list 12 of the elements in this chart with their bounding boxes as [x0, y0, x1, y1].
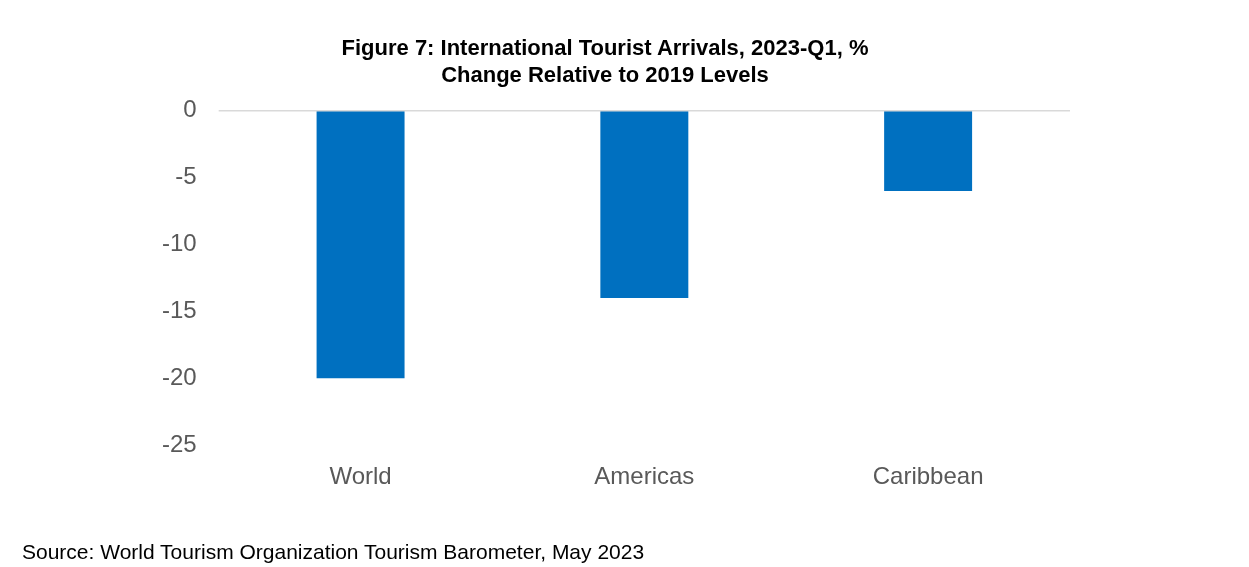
source-note: Source: World Tourism Organization Tourism Barometer, May 2023 — [22, 540, 645, 564]
text: Change Relative to 2019 Levels — [441, 61, 769, 87]
y-tick-label: -15 — [162, 296, 197, 324]
x-tick-label: World — [329, 462, 392, 490]
x-tick-label: Americas — [594, 462, 695, 490]
text: Figure 7: International Tourist Arrivals, 2023-Q1, % — [341, 35, 869, 61]
y-tick-label: -20 — [162, 362, 197, 390]
y-tick-label: -25 — [162, 429, 197, 457]
y-tick-label: -5 — [175, 162, 197, 190]
y-tick-label: 0 — [183, 95, 197, 123]
y-tick-label: -10 — [162, 229, 197, 257]
x-tick-label: Caribbean — [872, 462, 984, 490]
